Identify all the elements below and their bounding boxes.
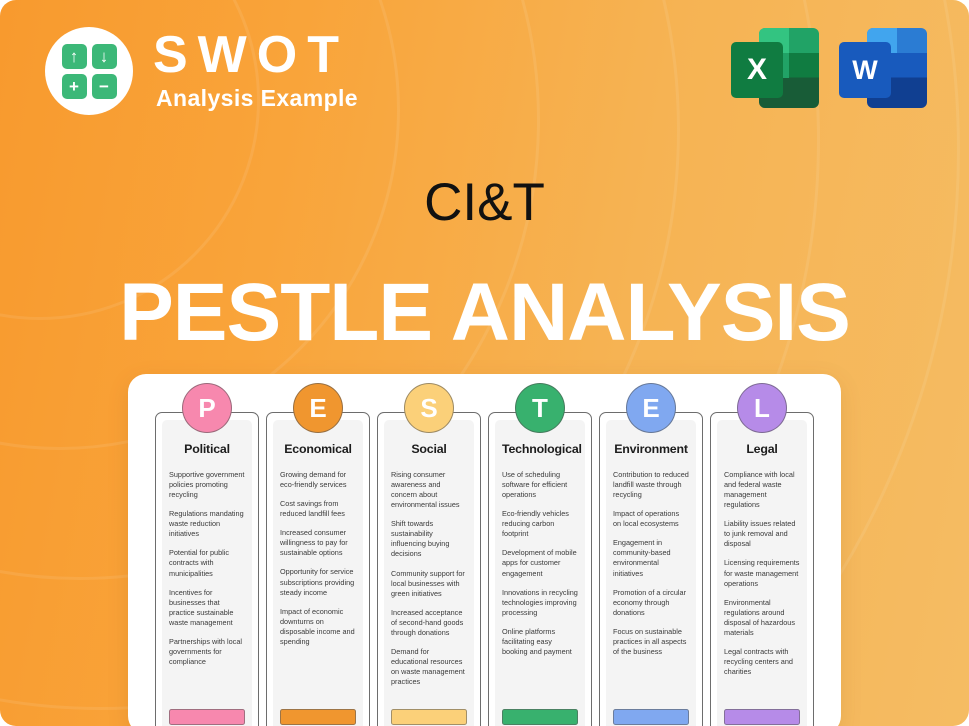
- pestle-letter-badge: S: [404, 383, 454, 433]
- pestle-item: Partnerships with local governments for …: [169, 636, 243, 666]
- pestle-column: S Social Rising consumer awareness and con…: [377, 383, 481, 726]
- minus-icon: −: [91, 73, 117, 99]
- pestle-item: Environmental regulations around disposa…: [724, 597, 795, 637]
- pestle-item: Development of mobile apps for customer …: [502, 548, 577, 578]
- pestle-item: Opportunity for service subscriptions pr…: [280, 567, 355, 597]
- pestle-column: E Economical Growing demand for eco-friend…: [266, 383, 370, 726]
- pestle-item-list: Contribution to reduced landfill waste t…: [613, 470, 689, 657]
- pestle-item: Online platforms facilitating easy booki…: [502, 626, 572, 656]
- pestle-column: L Legal Compliance with local and federal …: [710, 383, 814, 726]
- pestle-item: Focus on sustainable practices in all as…: [613, 626, 687, 656]
- office-download-icons: X W: [731, 28, 927, 108]
- pestle-column-panel: Technological Use of scheduling software …: [495, 420, 585, 726]
- pestle-card: P Political Supportive government policies…: [128, 374, 841, 726]
- pestle-item: Contribution to reduced landfill waste t…: [613, 470, 689, 500]
- brand-subtitle: Analysis Example: [156, 84, 359, 111]
- pestle-item: Potential for public contracts with muni…: [169, 548, 230, 578]
- pestle-item: Promotion of a circular economy through …: [613, 587, 686, 617]
- pestle-letter-badge: E: [293, 383, 343, 433]
- pestle-column-title: Economical: [284, 442, 352, 456]
- pestle-column-panel: Political Supportive government policies …: [162, 420, 252, 726]
- page-title: PESTLE ANALYSIS: [119, 267, 851, 358]
- pestle-item: Impact of operations on local ecosystems: [613, 509, 680, 529]
- pestle-column-panel: Economical Growing demand for eco-friendl…: [273, 420, 363, 726]
- pestle-item: Incentives for businesses that practice …: [169, 587, 234, 627]
- arrow-down-icon: ↓: [91, 43, 117, 69]
- pestle-item: Regulations mandating waste reduction in…: [169, 509, 244, 539]
- pestle-column-color-bar: [169, 709, 245, 725]
- pestle-column-title: Social: [411, 442, 447, 456]
- brand-header: ↑ ↓ + − SWOT Analysis Example: [45, 27, 358, 115]
- pestle-column-panel: Legal Compliance with local and federal w…: [717, 420, 807, 726]
- pestle-item: Rising consumer awareness and concern ab…: [391, 470, 460, 510]
- pestle-column-color-bar: [502, 709, 578, 725]
- badge-icon-grid: ↑ ↓ + −: [61, 43, 117, 99]
- word-icon[interactable]: W: [839, 28, 927, 108]
- pestle-item: Increased consumer willingness to pay fo…: [280, 528, 348, 558]
- swot-logo-badge: ↑ ↓ + −: [45, 27, 133, 115]
- pestle-item: Compliance with local and federal waste …: [724, 470, 795, 510]
- pestle-column-title: Legal: [746, 442, 778, 456]
- pestle-item: Cost savings from reduced landfill fees: [280, 499, 345, 519]
- pestle-column-color-bar: [724, 709, 800, 725]
- pestle-item: Impact of economic downturns on disposab…: [280, 606, 355, 646]
- arrow-up-icon: ↑: [61, 43, 87, 69]
- pestle-item: Licensing requirements for waste managem…: [724, 558, 800, 588]
- pestle-letter-badge: P: [182, 383, 232, 433]
- pestle-column-color-bar: [280, 709, 356, 725]
- pestle-column: T Technological Use of scheduling software…: [488, 383, 592, 726]
- pestle-column-title: Environment: [614, 442, 688, 456]
- company-name: CI&T: [424, 173, 545, 232]
- pestle-item: Eco-friendly vehicles reducing carbon fo…: [502, 509, 569, 539]
- pestle-letter-badge: L: [737, 383, 787, 433]
- pestle-column-color-bar: [391, 709, 467, 725]
- pestle-item: Growing demand for eco-friendly services: [280, 470, 347, 490]
- pestle-column-panel: Environment Contribution to reduced landf…: [606, 420, 696, 726]
- excel-icon[interactable]: X: [731, 28, 819, 108]
- pestle-item: Innovations in recycling technologies im…: [502, 587, 578, 617]
- word-icon-letter: W: [839, 42, 891, 98]
- pestle-column: E Environment Contribution to reduced land…: [599, 383, 703, 726]
- pestle-item: Increased acceptance of second-hand good…: [391, 607, 464, 637]
- pestle-letter-badge: E: [626, 383, 676, 433]
- pestle-item-list: Use of scheduling software for efficient…: [502, 470, 578, 657]
- excel-icon-letter: X: [731, 42, 783, 98]
- pestle-column: P Political Supportive government policies…: [155, 383, 259, 726]
- brand-text: SWOT Analysis Example: [153, 26, 359, 112]
- pestle-item: Shift towards sustainability influencing…: [391, 519, 450, 559]
- pestle-column-panel: Social Rising consumer awareness and conc…: [384, 420, 474, 726]
- pestle-item-list: Growing demand for eco-friendly services…: [280, 470, 356, 647]
- pestle-column-title: Political: [184, 442, 230, 456]
- pestle-column-color-bar: [613, 709, 689, 725]
- plus-icon: +: [61, 73, 87, 99]
- pestle-item: Community support for local businesses w…: [391, 568, 465, 598]
- pestle-item: Demand for educational resources on wast…: [391, 646, 465, 687]
- pestle-item: Supportive government policies promoting…: [169, 470, 245, 500]
- pestle-item: Use of scheduling software for efficient…: [502, 470, 568, 500]
- pestle-item-list: Supportive government policies promoting…: [169, 470, 245, 667]
- pestle-item: Legal contracts with recycling centers a…: [724, 646, 793, 676]
- pestle-item: Engagement in community-based environmen…: [613, 538, 671, 578]
- pestle-column-title: Technological: [502, 442, 582, 456]
- pestle-item: Liability issues related to junk removal…: [724, 519, 796, 549]
- brand-title: SWOT: [153, 26, 349, 85]
- pestle-item-list: Compliance with local and federal waste …: [724, 470, 800, 677]
- pestle-item-list: Rising consumer awareness and concern ab…: [391, 470, 467, 687]
- pestle-letter-badge: T: [515, 383, 565, 433]
